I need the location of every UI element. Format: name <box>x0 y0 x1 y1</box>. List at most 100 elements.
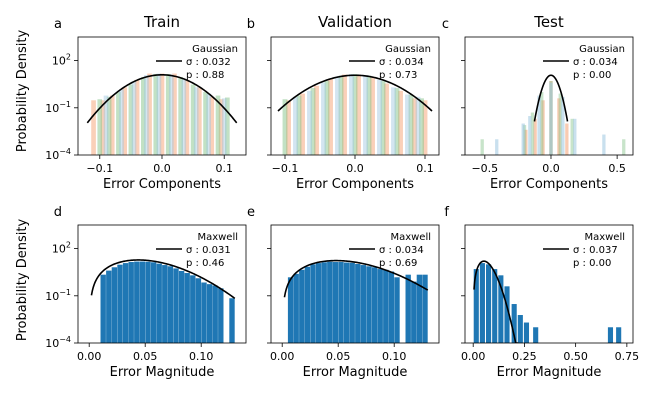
histogram-bar <box>342 74 347 155</box>
x-tick-label: −0.5 <box>471 162 498 175</box>
panel-d-train-magnitude: 0.00 0.05 0.10 102 10−1 10−4 Error Magnitude d M… <box>45 205 247 380</box>
histogram-bar <box>405 274 411 343</box>
histogram-bar <box>225 97 230 155</box>
y-tick-label: 10−4 <box>45 147 71 162</box>
x-tick-label: 0.75 <box>615 350 640 363</box>
y-tick-label: 10−1 <box>45 288 71 303</box>
y-tick-label: 10−4 <box>45 335 71 350</box>
histogram-bar <box>321 82 326 155</box>
histogram-bar <box>394 277 400 343</box>
histogram-bar <box>190 84 196 155</box>
legend-p-value: p : 0.46 <box>186 258 224 269</box>
legend-title: Gaussian <box>579 44 625 55</box>
legend-sigma: σ : 0.034 <box>573 57 618 68</box>
histogram-bar <box>314 85 319 155</box>
histogram-bar <box>521 123 525 155</box>
histogram-bar <box>335 76 340 155</box>
histogram-bar <box>165 74 171 155</box>
x-tick-label: 0.0 <box>542 162 560 175</box>
fit-curve <box>473 260 519 343</box>
histogram-bar <box>355 264 361 343</box>
histogram-bar <box>139 261 146 343</box>
legend-p-value: p : 0.00 <box>573 70 611 81</box>
histogram-bar <box>116 92 121 155</box>
legend-p-value: p : 0.73 <box>379 70 417 81</box>
histogram-bar <box>324 81 330 155</box>
histogram-bar <box>565 123 569 155</box>
histogram-bar <box>602 134 606 155</box>
histogram-bar <box>293 273 299 343</box>
histogram-bar <box>156 73 162 155</box>
x-axis-label: Error Magnitude <box>497 365 602 380</box>
panel-e-validation-magnitude: 0.00 0.05 0.10 Error Magnitude e Maxwell σ : 0… <box>247 205 440 380</box>
histogram-bar <box>197 87 202 155</box>
histogram-bar <box>184 79 190 155</box>
histogram-bar <box>111 267 118 343</box>
legend-title: Gaussian <box>192 44 238 55</box>
histogram-bar <box>528 116 532 155</box>
histogram-bar <box>106 96 112 155</box>
x-tick-label: 0.00 <box>270 350 295 363</box>
histogram-bar <box>360 265 367 343</box>
histogram-bar <box>498 275 504 343</box>
histogram-bar <box>327 261 333 343</box>
legend-title: Maxwell <box>584 232 625 243</box>
histogram-bar <box>370 77 375 155</box>
histogram-bar <box>511 304 517 343</box>
histogram-bar <box>100 100 106 155</box>
panel-letter: e <box>247 205 255 220</box>
histogram-bar <box>523 322 530 343</box>
histogram-bar <box>380 81 386 155</box>
legend-title: Maxwell <box>390 232 431 243</box>
histogram-bar <box>134 79 140 155</box>
histogram-bar <box>377 79 382 155</box>
x-axis-label: Error Components <box>490 177 608 192</box>
histogram-bar <box>212 285 218 343</box>
histogram-bar <box>201 282 207 343</box>
histogram-bar <box>169 74 174 155</box>
histogram-bar <box>377 269 383 343</box>
histogram-bar <box>145 261 151 343</box>
x-axis-label: Error Magnitude <box>303 365 408 380</box>
histogram-bar <box>384 83 389 155</box>
legend-sigma: σ : 0.032 <box>186 57 231 68</box>
histogram-bar <box>173 268 179 343</box>
histogram-bar <box>366 266 372 343</box>
panel-f-test-magnitude: 0.00 0.25 0.50 0.75 Error Magnitude f Maxwell σ… <box>444 205 639 380</box>
histogram-bar <box>419 98 424 155</box>
histogram-bar <box>561 96 565 155</box>
histogram-bar <box>524 129 528 155</box>
histogram-bar <box>310 264 316 343</box>
axes-frame <box>77 224 247 344</box>
histogram-bar <box>193 87 199 155</box>
histogram-bar <box>530 112 535 155</box>
fit-curve <box>283 259 429 298</box>
histogram-bar <box>206 284 213 343</box>
histogram-bar <box>517 315 523 343</box>
histogram-bar <box>343 262 350 343</box>
fit-curve <box>90 259 236 300</box>
y-tick-label: 102 <box>52 241 71 256</box>
histogram-bar <box>405 94 410 155</box>
x-axis-label: Error Components <box>296 177 414 192</box>
y-tick-label: 10−1 <box>45 100 71 115</box>
y-axis-label-bottom: Probability Density <box>15 219 30 342</box>
panel-letter: c <box>442 17 449 32</box>
histogram-bar <box>153 74 159 155</box>
histogram-bar <box>480 139 484 155</box>
legend-title: Gaussian <box>385 44 431 55</box>
histogram-bar <box>128 262 134 343</box>
histogram-bar <box>573 118 577 155</box>
histogram-bar <box>383 269 389 343</box>
legend-sigma: σ : 0.034 <box>379 57 424 68</box>
bars-group <box>480 81 626 155</box>
histogram-bar <box>492 269 498 343</box>
histogram-bar <box>411 281 417 343</box>
histogram-bar <box>332 262 339 343</box>
x-tick-label: 0.05 <box>133 350 158 363</box>
histogram-bar <box>150 262 157 343</box>
x-tick-label: 0.0 <box>153 162 171 175</box>
panel-letter: d <box>54 205 62 220</box>
histogram-bar <box>338 262 344 343</box>
histogram-bar <box>282 99 288 155</box>
